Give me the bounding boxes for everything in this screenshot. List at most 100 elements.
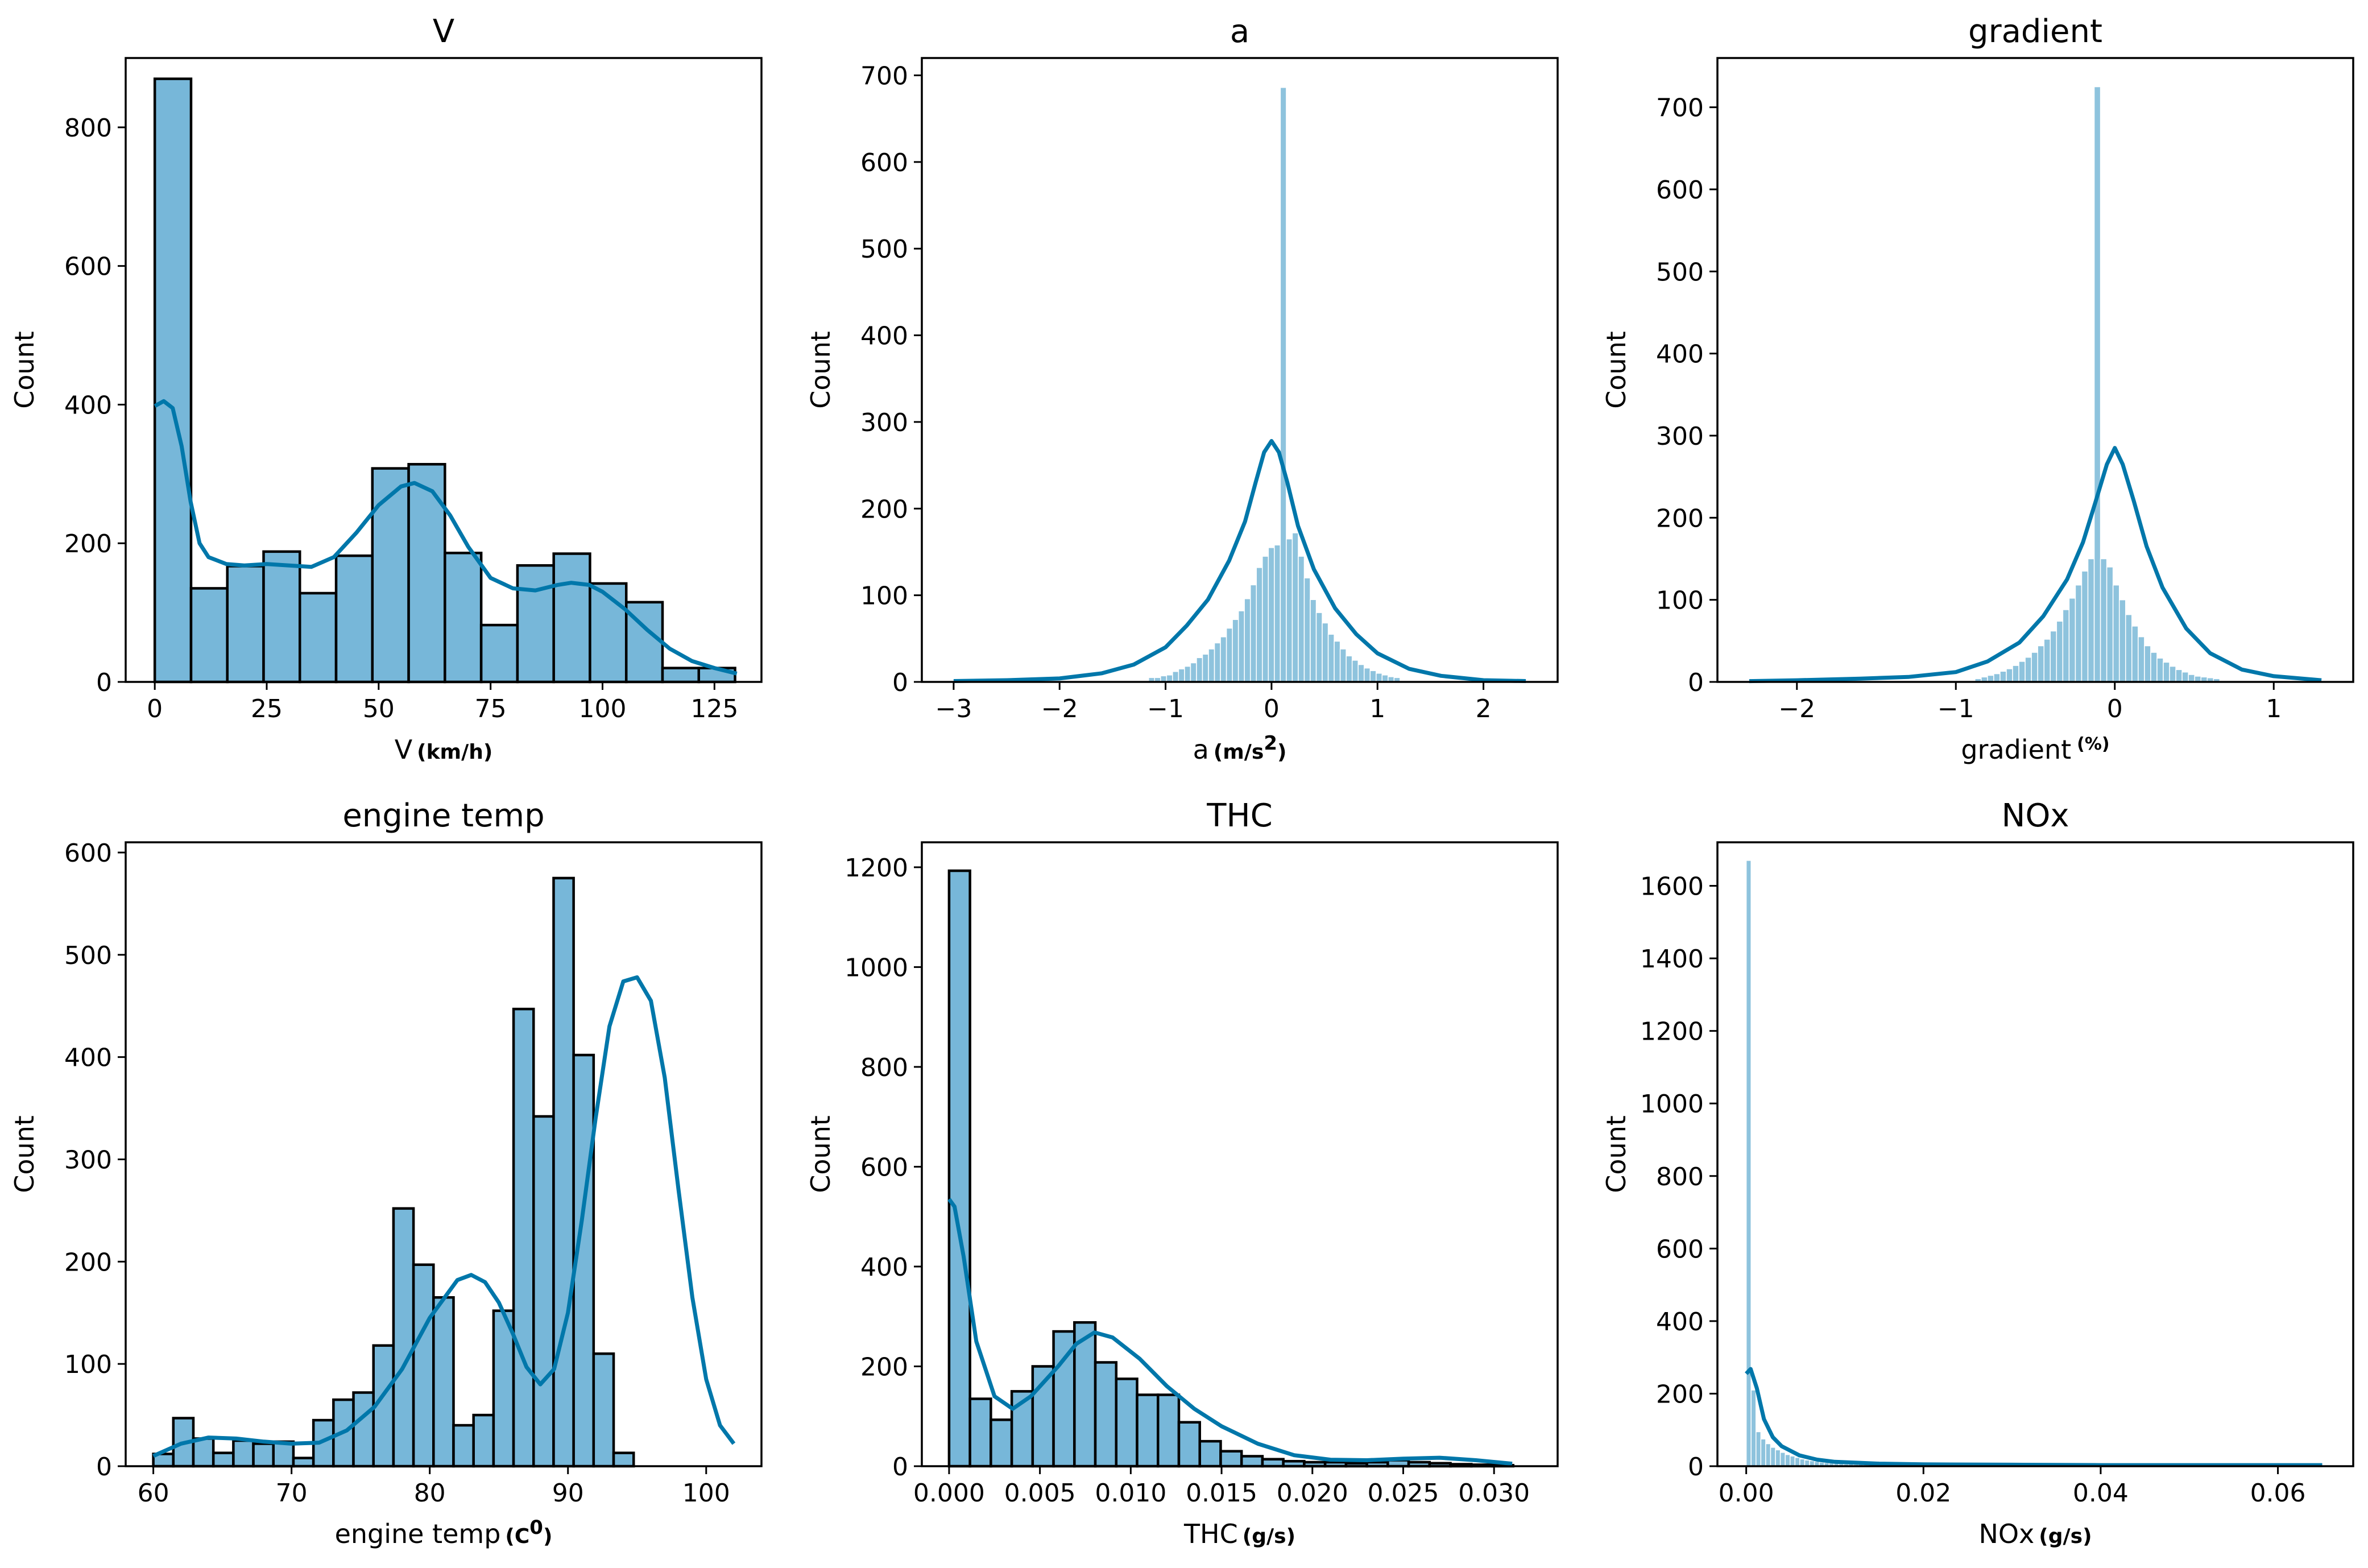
x-tick-label: 0.010 xyxy=(1095,1479,1166,1508)
x-tick-label: 1 xyxy=(2266,694,2282,723)
histogram-bar xyxy=(189,587,229,684)
y-tick-label: 800 xyxy=(860,1053,908,1082)
y-tick-label: 300 xyxy=(860,408,908,437)
histogram-bar xyxy=(1262,556,1269,682)
y-tick-label: 400 xyxy=(1656,340,1704,369)
histogram-bar xyxy=(1178,668,1185,682)
histogram-bar xyxy=(412,1263,435,1468)
histogram-bar xyxy=(1220,636,1227,682)
histogram-bar xyxy=(1376,673,1383,682)
y-tick-label: 1400 xyxy=(1640,945,1704,974)
chart-title: a xyxy=(1230,13,1249,50)
histogram-bar xyxy=(2075,584,2083,682)
kde-curve xyxy=(1749,446,2322,684)
chart-title: THC xyxy=(1206,797,1272,834)
y-tick-label: 400 xyxy=(860,322,908,351)
chart-panel-4: 60 70 80 90 100 0 100 200 300 400 500 600 engine tem… xyxy=(9,797,763,1549)
histogram-bar xyxy=(2018,661,2026,682)
kde-curve xyxy=(1745,1367,2323,1467)
histogram-bar xyxy=(1339,648,1347,682)
x-axis-label-unit: (m/s xyxy=(1214,740,1264,764)
kde-curve xyxy=(152,975,736,1458)
y-axis-label: Count xyxy=(1601,331,1632,409)
x-tick-label: 0.025 xyxy=(1368,1479,1439,1508)
histogram-bar xyxy=(1779,1452,1786,1467)
histogram-bar xyxy=(2012,665,2019,682)
chart-panel-5: 0.000 0.005 0.010 0.015 0.020 0.025 0.030 0 200 4… xyxy=(805,797,1559,1549)
y-tick-label: 500 xyxy=(64,941,112,970)
x-tick-label: −1 xyxy=(1938,694,1974,723)
histogram-bar xyxy=(1214,642,1221,682)
histogram-bar xyxy=(352,1391,375,1468)
histogram-bar xyxy=(1280,87,1287,682)
x-axis-label-unit: (C xyxy=(505,1525,529,1548)
histogram-bar xyxy=(192,1437,215,1468)
histogram-bar xyxy=(1202,653,1209,682)
histogram-bar xyxy=(1226,627,1233,682)
axes-frame xyxy=(1716,57,2354,683)
histogram-bar xyxy=(1298,556,1305,682)
y-tick-label: 1000 xyxy=(1640,1090,1704,1119)
y-tick-label: 300 xyxy=(1656,422,1704,451)
histogram-bar xyxy=(1157,1393,1181,1468)
x-tick-label: 0.000 xyxy=(913,1479,985,1508)
x-axis-label-unit-close: ) xyxy=(543,1525,552,1548)
y-tick-label: 0 xyxy=(96,668,112,697)
histogram-bar xyxy=(1172,671,1179,682)
histogram-bars xyxy=(153,77,736,684)
axes-frame xyxy=(1716,841,2354,1467)
histogram-bar xyxy=(1240,1455,1264,1468)
histogram-bar xyxy=(2131,626,2139,682)
histogram-bar xyxy=(2156,657,2164,682)
x-axis-label: a (m/s2) xyxy=(1193,732,1287,765)
histogram-bar xyxy=(1291,532,1299,682)
histogram-bar xyxy=(2031,652,2038,682)
histogram-bar xyxy=(947,869,971,1468)
histogram-bar xyxy=(1364,667,1371,682)
histogram-bar xyxy=(1322,622,1329,682)
y-tick-label: 300 xyxy=(64,1145,112,1174)
x-axis-label-unit: (g/s) xyxy=(2039,1525,2092,1548)
histogram-bar xyxy=(1357,664,1365,682)
y-tick-label: 400 xyxy=(64,391,112,420)
kde-curve xyxy=(947,1198,1513,1466)
histogram-bar xyxy=(1369,670,1377,682)
x-axis-label-main: V xyxy=(395,734,413,765)
y-tick-label: 500 xyxy=(860,235,908,264)
histogram-bar xyxy=(252,1442,275,1468)
histogram-bar xyxy=(371,467,410,684)
histogram-bar xyxy=(1136,1393,1160,1468)
histogram-bar xyxy=(232,1439,255,1468)
x-tick-label: 75 xyxy=(475,694,507,723)
axes-frame xyxy=(921,57,1559,683)
x-axis-label-unit-close: ) xyxy=(1277,740,1286,764)
histogram-bar xyxy=(1790,1455,1796,1467)
x-axis-label-main: gradient xyxy=(1961,734,2071,765)
y-axis-label: Count xyxy=(1601,1115,1632,1193)
y-tick-label: 200 xyxy=(860,1352,908,1381)
y-tick-label: 0 xyxy=(892,1453,908,1482)
y-tick-label: 400 xyxy=(860,1253,908,1282)
histogram-bar xyxy=(1261,1458,1285,1468)
y-tick-label: 0 xyxy=(892,668,908,697)
histogram-bar xyxy=(2100,558,2108,682)
histogram-bar xyxy=(2006,668,2013,682)
histogram-bar xyxy=(2112,584,2120,682)
histogram-bar xyxy=(2062,609,2070,682)
histogram-bar xyxy=(1794,1457,1800,1467)
histogram-bar xyxy=(2056,620,2064,682)
x-axis-label-main: NOx xyxy=(1978,1519,2034,1549)
x-tick-label: 1 xyxy=(1369,694,1385,723)
histogram-bar xyxy=(262,550,301,684)
y-tick-label: 0 xyxy=(1688,1453,1704,1482)
axes-frame xyxy=(921,841,1559,1467)
x-tick-label: 100 xyxy=(682,1479,730,1508)
x-tick-label: 70 xyxy=(276,1479,308,1508)
histogram-bar xyxy=(612,1451,635,1468)
histogram-bar xyxy=(153,77,193,684)
histogram-bar xyxy=(492,1309,515,1468)
histogram-bar xyxy=(2138,636,2145,682)
histogram-bar xyxy=(212,1451,235,1468)
histogram-bar xyxy=(2093,86,2101,682)
